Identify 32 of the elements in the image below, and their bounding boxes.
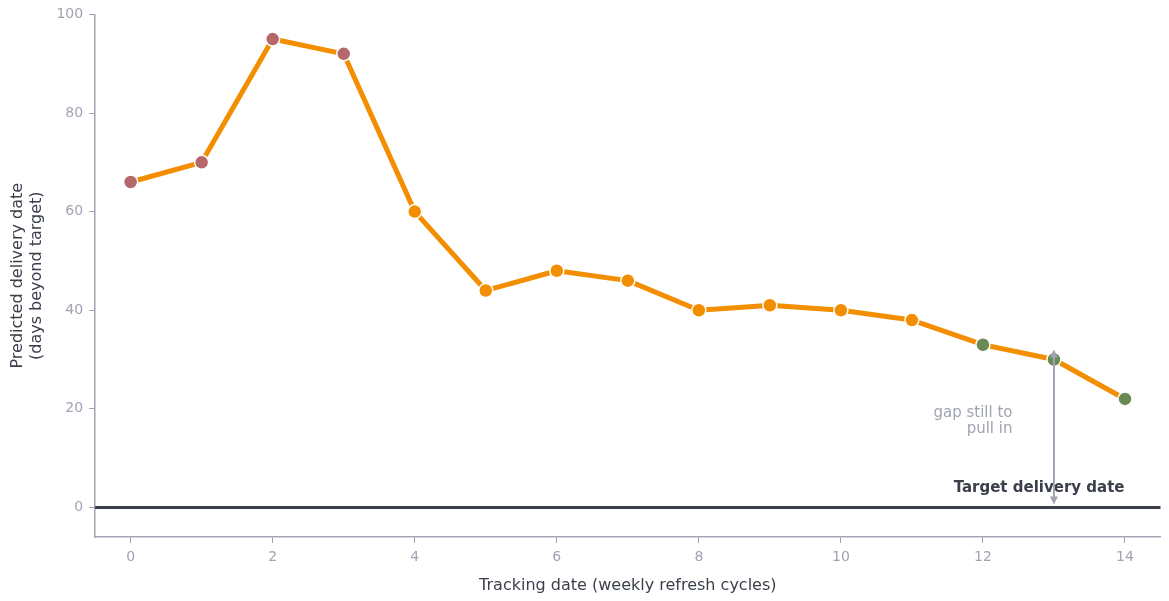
point — [1117, 391, 1133, 407]
point — [264, 31, 281, 47]
x-tick-label: 14 — [1116, 548, 1134, 565]
point — [691, 302, 707, 318]
annotation: gap still to pull in — [933, 403, 1013, 438]
point — [478, 282, 494, 299]
point — [335, 46, 352, 62]
y-tick-label: 60 — [65, 202, 84, 219]
x-tick-label: 2 — [268, 548, 278, 565]
y-tick-label: 40 — [65, 300, 84, 317]
y-tick-label: 100 — [56, 5, 84, 22]
y-axis-title: Predicted delivery date (days beyond target) — [6, 182, 45, 369]
point — [549, 263, 565, 279]
x-tick-label: 10 — [831, 548, 850, 565]
point — [122, 174, 139, 190]
x-axis-title: Tracking date (weekly refresh cycles) — [478, 574, 777, 594]
point — [975, 336, 991, 353]
x-tick-label: 0 — [126, 548, 136, 565]
point — [833, 302, 849, 318]
x-tick-label: 12 — [974, 548, 992, 565]
point — [193, 154, 210, 171]
point — [406, 203, 423, 220]
point — [762, 297, 778, 314]
x-tick-label: 6 — [552, 548, 562, 565]
point — [904, 312, 920, 328]
x-tick-label: 4 — [410, 548, 420, 565]
point — [620, 272, 636, 289]
y-tick-label: 20 — [65, 399, 84, 416]
x-tick-label: 8 — [694, 548, 704, 565]
y-tick-label: 80 — [65, 103, 84, 120]
y-tick-label: 0 — [74, 498, 84, 515]
ref-line-label: Target delivery date — [953, 477, 1125, 496]
